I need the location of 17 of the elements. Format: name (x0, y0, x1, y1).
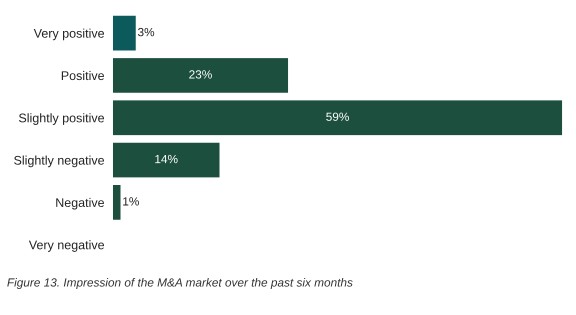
data-label: 3% (138, 28, 154, 36)
bar (112, 100, 562, 136)
data-label: 1% (123, 197, 139, 206)
y-tick-label: Slightly negative (14, 156, 104, 168)
data-label: 14% (155, 154, 178, 164)
data-label: 23% (189, 70, 212, 79)
y-tick-label: Very positive (34, 28, 104, 40)
y-tick-label: Slightly positive (18, 113, 104, 125)
y-tick-label: Positive (62, 70, 104, 80)
y-tick-label: Negative (56, 198, 104, 210)
bar (112, 58, 288, 93)
bar (112, 142, 220, 178)
y-tick-label: Very negative (28, 240, 104, 252)
bar (112, 16, 136, 50)
caption: Figure 13. Impression of the M&A market over the past six months (7, 278, 353, 290)
data-label: 59% (326, 112, 349, 121)
bar (112, 185, 121, 220)
